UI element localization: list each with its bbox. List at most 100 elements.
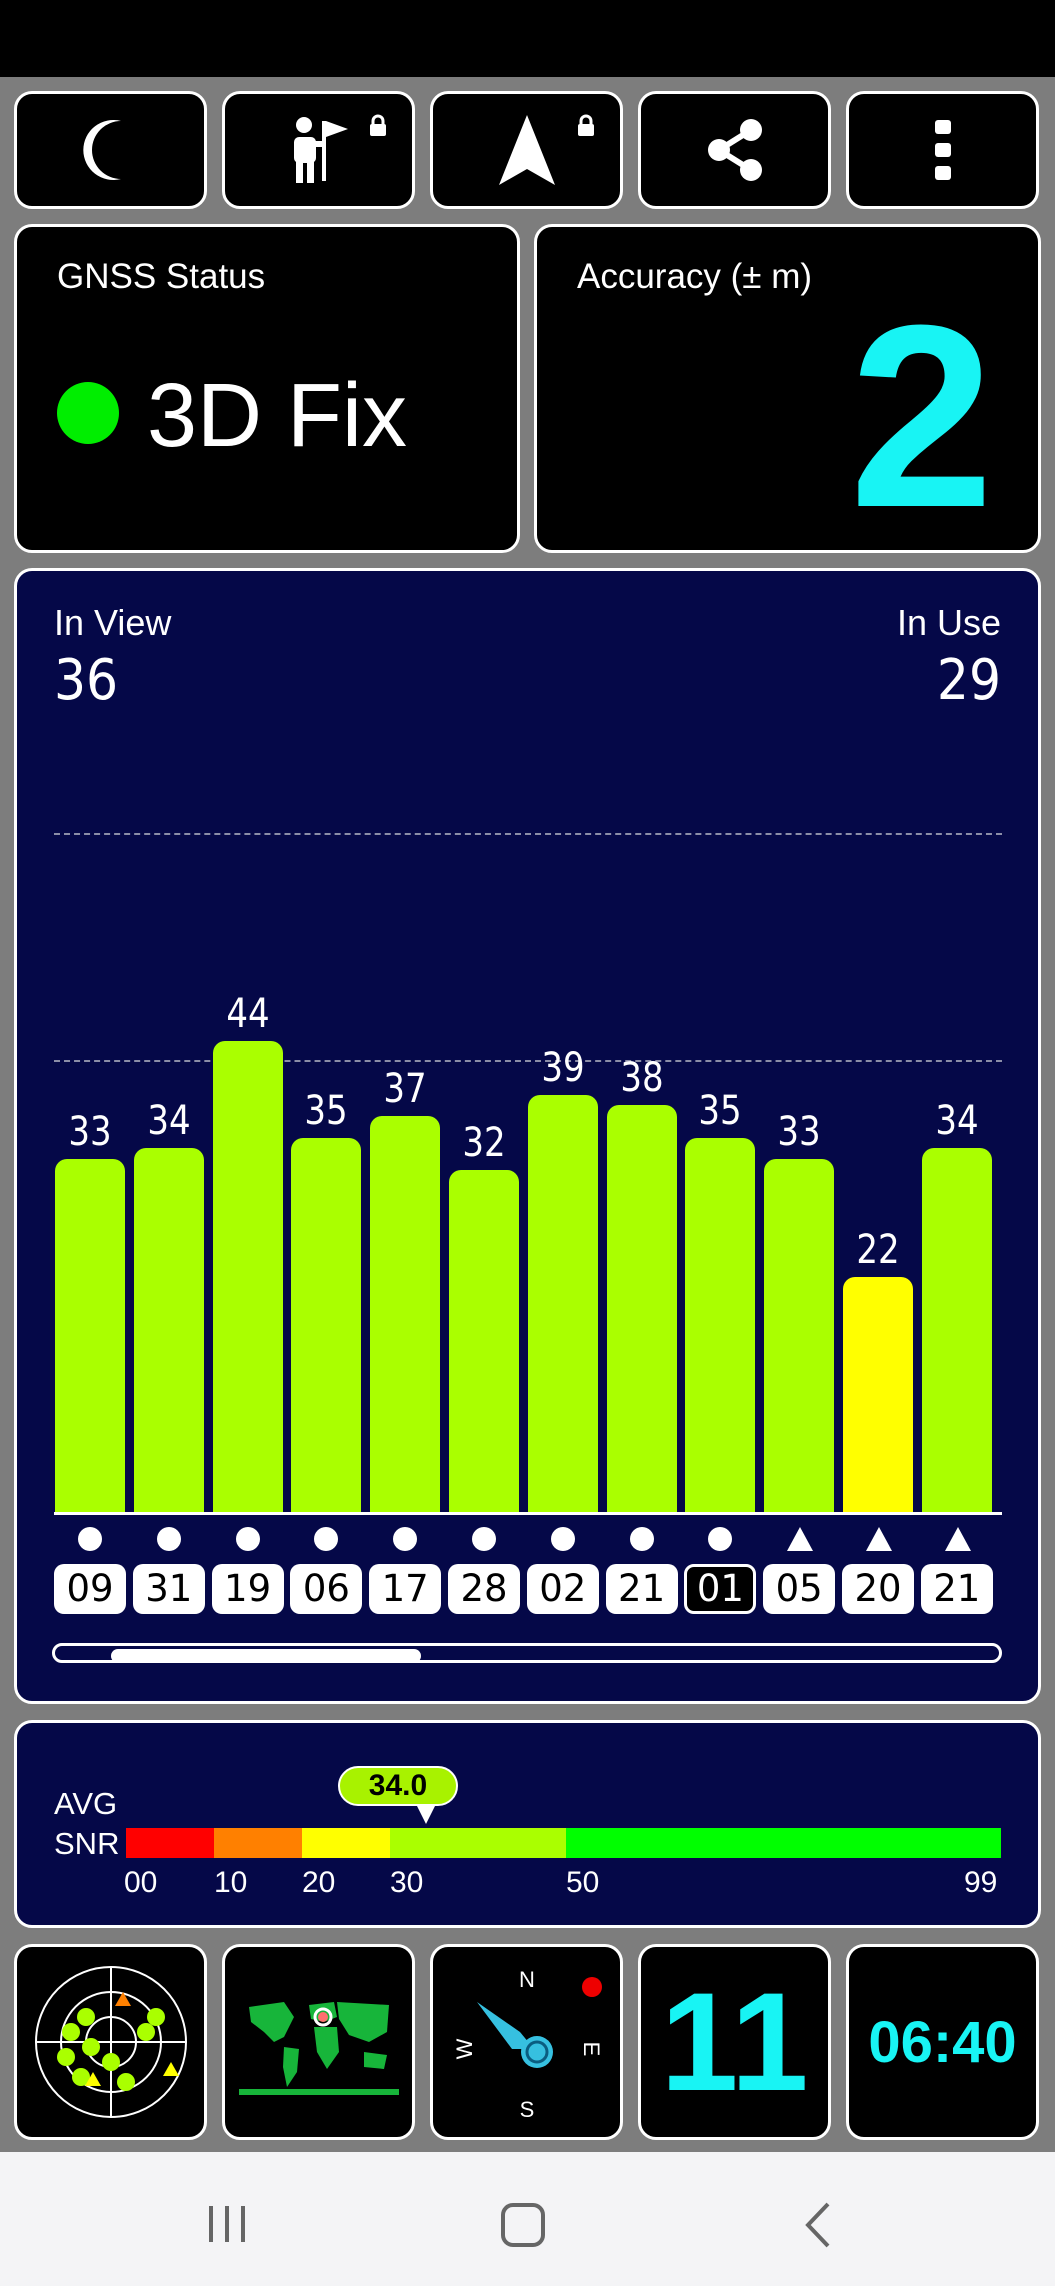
in-use-count: 29 <box>936 648 1001 713</box>
navigation-button[interactable] <box>430 91 623 209</box>
compass-button[interactable]: N S E W <box>430 1944 623 2140</box>
satellite-prn-label[interactable]: 21 <box>920 1564 993 1614</box>
constellation-circle-marker <box>156 1527 181 1551</box>
night-mode-button[interactable] <box>14 91 207 209</box>
home-icon[interactable] <box>500 2202 546 2248</box>
share-button[interactable] <box>638 91 831 209</box>
snr-bar-value: 37 <box>383 1066 427 1113</box>
chart-scrollbar-thumb[interactable] <box>111 1649 421 1663</box>
snr-bar <box>212 1041 283 1512</box>
snr-bar-value: 35 <box>698 1087 743 1134</box>
snr-bar-value: 39 <box>541 1044 585 1091</box>
satellite-prn-label[interactable]: 21 <box>605 1564 678 1614</box>
satellite-count-button[interactable]: 11 <box>638 1944 831 2140</box>
sky-view-button[interactable] <box>14 1944 207 2140</box>
snr-tick: 30 <box>390 1866 424 1899</box>
chart-scrollbar[interactable] <box>52 1643 1002 1663</box>
avg-snr-bubble: 34.0 <box>338 1766 458 1806</box>
snr-tick: 50 <box>566 1866 600 1899</box>
snr-bar-value: 34 <box>935 1098 979 1145</box>
snr-bar-value: 32 <box>462 1119 506 1166</box>
snr-bar <box>370 1116 441 1512</box>
accuracy-value: 2 <box>849 272 994 562</box>
snr-tick: 20 <box>302 1866 336 1899</box>
system-navigation-bar <box>0 2152 1055 2286</box>
more-options-button[interactable] <box>846 91 1039 209</box>
compass-east: E <box>579 2042 604 2057</box>
satellite-prn-label[interactable]: 01 <box>684 1564 757 1614</box>
satellite-prn-label[interactable]: 09 <box>54 1564 126 1614</box>
constellation-triangle-marker <box>944 1527 971 1551</box>
recent-apps-icon[interactable] <box>205 2202 249 2246</box>
snr-bar-value: 35 <box>304 1087 349 1134</box>
constellation-circle-marker <box>78 1527 102 1551</box>
snr-bar <box>527 1094 598 1512</box>
lock-icon <box>578 114 594 136</box>
constellation-triangle-marker <box>787 1527 814 1551</box>
compass-icon: N S E W <box>452 1967 604 2122</box>
snr-scale-green <box>566 1828 1001 1858</box>
snr-scale-yellow <box>302 1828 390 1858</box>
gridline <box>54 1060 1002 1062</box>
snr-bar <box>685 1137 756 1512</box>
guide-button[interactable] <box>222 91 415 209</box>
fix-indicator-dot <box>57 382 119 444</box>
snr-bar <box>291 1137 362 1512</box>
constellation-triangle-marker <box>866 1527 892 1551</box>
snr-bar <box>921 1148 992 1512</box>
avg-snr-panel <box>14 1720 1041 1928</box>
constellation-circle-marker <box>708 1527 733 1551</box>
snr-bar-value: 34 <box>147 1098 191 1145</box>
snr-bar-value: 22 <box>856 1226 900 1273</box>
snr-bar <box>133 1148 204 1512</box>
accuracy-title: Accuracy (± m) <box>577 257 813 296</box>
snr-bar <box>843 1276 913 1512</box>
snr-bar-chart: 33 34 44 35 37 32 39 38 35 33 22 34 <box>55 991 992 1512</box>
satellite-count: 11 <box>660 1963 809 2120</box>
snr-tick: 10 <box>214 1866 248 1899</box>
compass-south: S <box>519 2097 534 2122</box>
constellation-circle-marker <box>393 1527 418 1551</box>
compass-north: N <box>519 1967 535 1992</box>
share-icon <box>707 119 762 181</box>
compass-west: W <box>452 2038 477 2059</box>
clock-button[interactable]: 06:40 <box>846 1944 1039 2140</box>
gnss-status-panel: GNSS Status 3D Fix <box>14 224 520 553</box>
in-view-label: In View <box>54 602 172 643</box>
lock-icon <box>370 114 386 136</box>
satellite-prn-label[interactable]: 06 <box>290 1564 363 1614</box>
snr-bar-value: 38 <box>619 1055 664 1102</box>
snr-tick: 99 <box>964 1866 998 1899</box>
satellite-prn-label[interactable]: 28 <box>448 1564 520 1614</box>
snr-bar-value: 33 <box>777 1108 821 1155</box>
snr-scale-orange <box>214 1828 302 1858</box>
chart-baseline <box>54 1512 1002 1515</box>
status-bar <box>0 0 1055 77</box>
back-icon[interactable] <box>800 2200 836 2250</box>
satellite-prn-label[interactable]: 19 <box>211 1564 284 1614</box>
satellite-prn-label[interactable]: 05 <box>763 1564 836 1614</box>
world-map-button[interactable] <box>222 1944 415 2140</box>
accuracy-panel: Accuracy (± m) 2 <box>534 224 1041 553</box>
in-use-label: In Use <box>896 602 1001 643</box>
snr-bar <box>606 1105 677 1512</box>
constellation-circle-marker <box>629 1527 654 1551</box>
satellite-prn-label[interactable]: 17 <box>369 1564 442 1614</box>
more-vert-icon <box>934 120 951 180</box>
constellation-circle-marker <box>235 1527 260 1551</box>
satellite-prn-label[interactable]: 02 <box>526 1564 599 1614</box>
gnss-status-title: GNSS Status <box>57 257 266 296</box>
constellation-circle-marker <box>472 1527 496 1551</box>
person-flag-icon <box>293 117 348 183</box>
snr-bar <box>55 1158 125 1512</box>
snr-scale-lime <box>390 1828 566 1858</box>
snr-tick: 00 <box>124 1866 158 1899</box>
satellite-prn-label[interactable]: 31 <box>132 1564 205 1614</box>
in-view-count: 36 <box>54 648 119 713</box>
constellation-circle-marker <box>314 1527 339 1551</box>
snr-bar-value: 44 <box>225 991 270 1038</box>
snr-label: SNR <box>54 1826 120 1861</box>
snr-bar <box>449 1169 519 1512</box>
clock-time: 06:40 <box>868 2009 1017 2075</box>
satellite-prn-label[interactable]: 20 <box>842 1564 914 1614</box>
